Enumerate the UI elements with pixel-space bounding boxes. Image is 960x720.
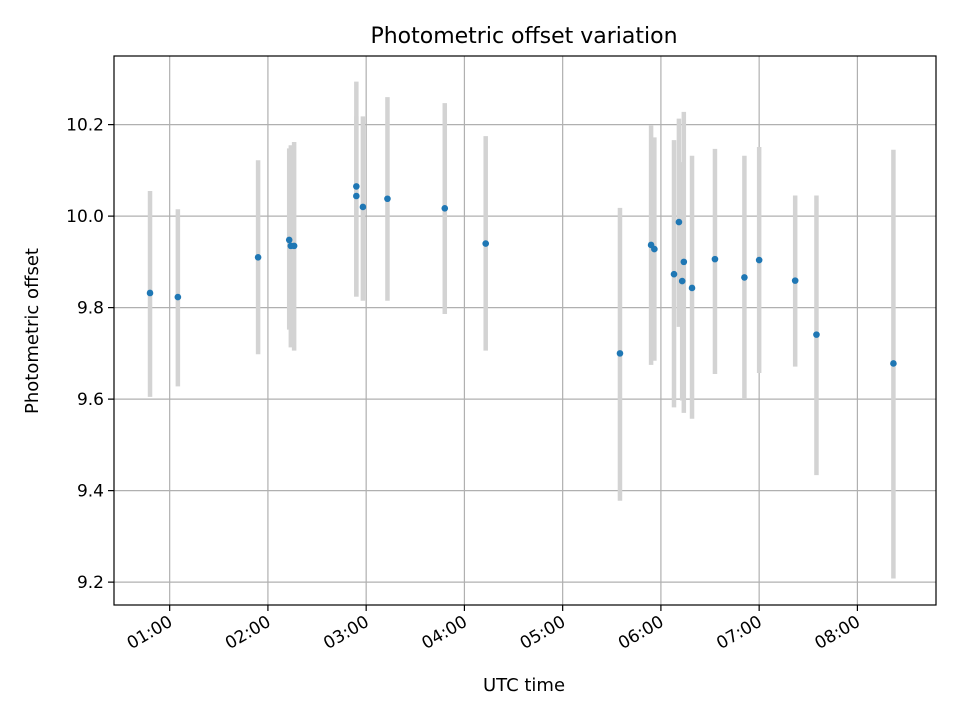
data-point bbox=[359, 203, 367, 211]
data-point bbox=[146, 289, 154, 297]
data-point bbox=[290, 242, 298, 250]
data-point bbox=[254, 253, 262, 261]
y-axis-ticks: 9.2 9.4 9.6 9.8 10.0 10.2 bbox=[66, 116, 114, 593]
data-points bbox=[146, 183, 897, 367]
data-point bbox=[791, 277, 799, 284]
data-point bbox=[670, 270, 678, 278]
data-point bbox=[675, 218, 683, 226]
data-point bbox=[441, 205, 449, 212]
x-axis-label: UTC time bbox=[483, 675, 565, 696]
grid-lines bbox=[114, 56, 936, 605]
data-point bbox=[813, 331, 820, 338]
data-point bbox=[353, 183, 360, 190]
y-tick-label: 9.6 bbox=[77, 390, 104, 410]
data-point bbox=[711, 255, 719, 263]
plot-frame bbox=[113, 55, 937, 606]
data-point bbox=[678, 277, 686, 285]
y-tick-label: 10.2 bbox=[66, 116, 104, 136]
y-axis-label: Photometric offset bbox=[22, 248, 43, 414]
y-tick-label: 10.0 bbox=[66, 207, 104, 227]
data-point bbox=[651, 245, 658, 253]
data-point bbox=[285, 236, 293, 244]
y-tick-label: 9.8 bbox=[77, 299, 104, 319]
y-tick-label: 9.2 bbox=[77, 573, 104, 593]
data-point bbox=[755, 256, 763, 264]
data-point bbox=[384, 195, 391, 203]
data-point bbox=[616, 350, 624, 357]
y-tick-label: 9.4 bbox=[77, 482, 104, 502]
data-point bbox=[482, 240, 490, 247]
data-point bbox=[741, 274, 748, 281]
data-point bbox=[174, 293, 182, 301]
data-point bbox=[353, 192, 360, 200]
data-point bbox=[680, 258, 688, 266]
chart-title: Photometric offset variation bbox=[370, 24, 677, 49]
data-point bbox=[688, 284, 696, 292]
data-point bbox=[890, 360, 897, 367]
